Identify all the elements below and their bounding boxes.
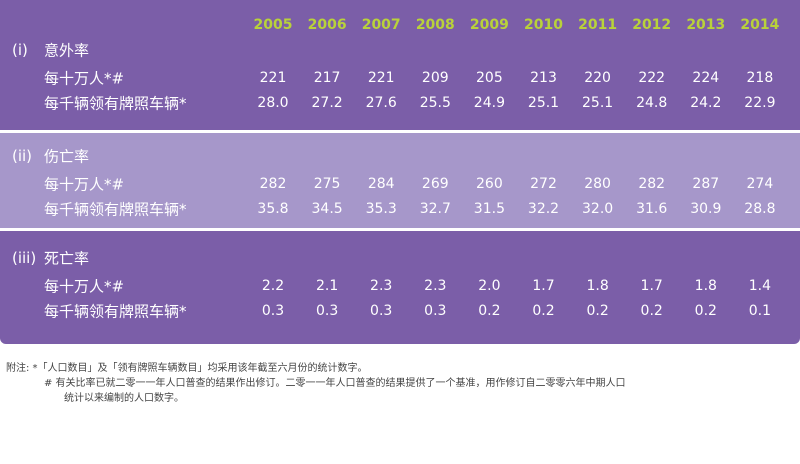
cell-value: 0.3 [424,303,447,319]
note-line: 统计以来编制的人口数字。 [64,393,184,404]
cell-value: 22.9 [744,95,776,111]
year-header: 2005 [253,17,293,33]
cell-value: 220 [584,70,611,86]
cell-value: 1.8 [694,278,717,294]
separator [0,130,800,133]
section-number: (iii) [12,249,37,267]
year-header: 2007 [361,17,401,33]
cell-value: 24.8 [636,95,668,111]
cell-value: 260 [476,176,503,192]
cell-value: 0.2 [640,303,663,319]
cell-value: 2.0 [478,278,501,294]
cell-value: 31.6 [636,201,668,217]
row-label: 每十万人*# [44,175,125,194]
cell-value: 0.3 [370,303,393,319]
cell-value: 269 [421,176,449,192]
cell-value: 1.4 [748,278,772,294]
cell-value: 28.0 [257,95,289,111]
cell-value: 274 [746,176,774,192]
year-header: 2009 [469,17,509,33]
row-label: 每千辆领有牌照车辆* [44,94,187,113]
cell-value: 25.5 [419,95,451,111]
year-header: 2014 [740,17,780,33]
cell-value: 272 [530,176,557,192]
cell-value: 32.7 [419,201,451,217]
cell-value: 2.3 [424,278,447,294]
note-line: # 有关比率已就二零一一年人口普查的结果作出修订。二零一一年人口普查的结果提供了… [44,378,626,389]
cell-value: 30.9 [690,201,722,217]
cell-value: 34.5 [311,201,343,217]
section-band [0,133,800,228]
cell-value: 218 [746,70,774,86]
section-title: 意外率 [44,41,90,60]
cell-value: 0.2 [694,303,717,319]
cell-value: 280 [584,176,611,192]
cell-value: 25.1 [582,95,614,111]
year-header: 2011 [578,17,618,33]
section-title: 伤亡率 [44,147,90,166]
cell-value: 209 [421,70,449,86]
cell-value: 27.6 [365,95,397,111]
note-line: 附注: *「人口数目」及「领有牌照车辆数目」均采用该年截至六月份的统计数字。 [6,363,368,374]
separator [0,228,800,231]
row-label: 每十万人*# [44,69,125,88]
section-number: (ii) [12,147,33,165]
cell-value: 282 [638,176,666,192]
cell-value: 32.0 [582,201,614,217]
cell-value: 0.3 [261,303,285,319]
row-label: 每千辆领有牌照车辆* [44,302,187,321]
cell-value: 222 [638,70,666,86]
cell-value: 221 [259,70,287,86]
cell-value: 221 [367,70,395,86]
cell-value: 224 [692,70,720,86]
year-header: 2013 [686,17,726,33]
cell-value: 1.7 [532,278,555,294]
cell-value: 24.9 [473,95,505,111]
cell-value: 35.8 [257,201,289,217]
year-header: 2012 [632,17,672,33]
cell-value: 1.7 [640,278,663,294]
year-header: 2010 [524,17,563,33]
cell-value: 0.2 [478,303,501,319]
cell-value: 282 [259,176,287,192]
cell-value: 0.2 [532,303,555,319]
cell-value: 32.2 [527,201,560,217]
row-label: 每十万人*# [44,277,125,296]
cell-value: 0.2 [586,303,609,319]
cell-value: 213 [530,70,557,86]
cell-value: 27.2 [311,95,343,111]
cell-value: 287 [692,176,720,192]
cell-value: 28.8 [744,201,776,217]
section-title: 死亡率 [44,249,90,268]
year-header: 2006 [307,17,347,33]
cell-value: 24.2 [690,95,722,111]
section-number: (i) [12,41,28,59]
cell-value: 2.1 [315,278,339,294]
cell-value: 2.2 [261,278,285,294]
cell-value: 25.1 [527,95,560,111]
cell-value: 35.3 [365,201,397,217]
cell-value: 1.8 [586,278,609,294]
cell-value: 0.1 [748,303,772,319]
row-label: 每千辆领有牌照车辆* [44,200,187,219]
cell-value: 2.3 [370,278,393,294]
year-header: 2008 [415,17,455,33]
cell-value: 0.3 [315,303,339,319]
cell-value: 284 [367,176,395,192]
cell-value: 205 [476,70,503,86]
cell-value: 31.5 [473,201,505,217]
cell-value: 217 [313,70,341,86]
cell-value: 275 [313,176,341,192]
